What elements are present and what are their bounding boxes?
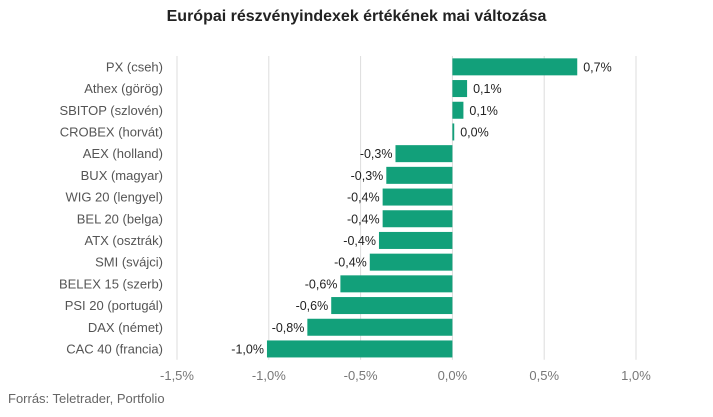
x-tick-label: 1,0% xyxy=(621,368,651,383)
category-label: PSI 20 (portugál) xyxy=(65,298,163,313)
data-label: -1,0% xyxy=(231,342,264,356)
data-label: 0,0% xyxy=(460,125,489,139)
data-label: -0,3% xyxy=(360,147,393,161)
data-label: -0,3% xyxy=(351,169,384,183)
data-label: -0,4% xyxy=(347,212,380,226)
bar xyxy=(452,123,455,141)
category-label: BEL 20 (belga) xyxy=(77,211,163,226)
category-label: SBITOP (szlovén) xyxy=(59,103,163,118)
category-label: BELEX 15 (szerb) xyxy=(59,276,163,291)
source-note: Forrás: Teletrader, Portfolio xyxy=(8,391,165,406)
bar xyxy=(382,210,453,228)
category-label: CAC 40 (francia) xyxy=(66,341,163,356)
x-tick-label: -0,5% xyxy=(344,368,378,383)
bar xyxy=(331,297,453,315)
data-label: -0,4% xyxy=(347,191,380,205)
x-tick-label: -1,0% xyxy=(252,368,286,383)
bar xyxy=(266,340,453,358)
x-tick-label: 0,0% xyxy=(438,368,468,383)
bar-layer xyxy=(266,58,578,358)
bar xyxy=(452,101,464,119)
category-label: Athex (görög) xyxy=(84,81,163,96)
category-label: SMI (svájci) xyxy=(95,255,163,270)
data-label: -0,4% xyxy=(343,234,376,248)
category-label: ATX (osztrák) xyxy=(85,233,164,248)
data-label: 0,1% xyxy=(469,104,498,118)
data-label: -0,8% xyxy=(272,321,305,335)
bar xyxy=(369,253,453,271)
data-label: -0,6% xyxy=(305,277,338,291)
label-layer: PX (cseh) 0,7% Athex (görög) 0,1% SBITOP (sz… xyxy=(59,59,612,356)
data-label: -0,6% xyxy=(296,299,329,313)
bar xyxy=(452,80,468,98)
category-label: DAX (német) xyxy=(88,320,163,335)
bar xyxy=(382,188,453,206)
grid-layer xyxy=(176,56,637,360)
bar xyxy=(386,166,453,184)
category-label: CROBEX (horvát) xyxy=(60,124,163,139)
category-label: AEX (holland) xyxy=(83,146,163,161)
bar xyxy=(378,231,453,249)
data-label: 0,1% xyxy=(473,82,502,96)
x-tick-label: -1,5% xyxy=(160,368,194,383)
bar xyxy=(340,275,453,293)
category-label: BUX (magyar) xyxy=(81,168,163,183)
data-label: -0,4% xyxy=(334,256,367,270)
category-label: PX (cseh) xyxy=(106,59,163,74)
category-label: WIG 20 (lengyel) xyxy=(65,190,163,205)
bar xyxy=(395,145,453,163)
data-label: 0,7% xyxy=(583,60,612,74)
x-tick-label: 0,5% xyxy=(529,368,559,383)
bar xyxy=(452,58,578,76)
chart-title: Európai részvényindexek értékének mai vá… xyxy=(166,8,547,25)
tick-layer: -1,5% -1,0% -0,5% 0,0% 0,5% 1,0% xyxy=(160,368,651,383)
bar xyxy=(307,318,453,336)
